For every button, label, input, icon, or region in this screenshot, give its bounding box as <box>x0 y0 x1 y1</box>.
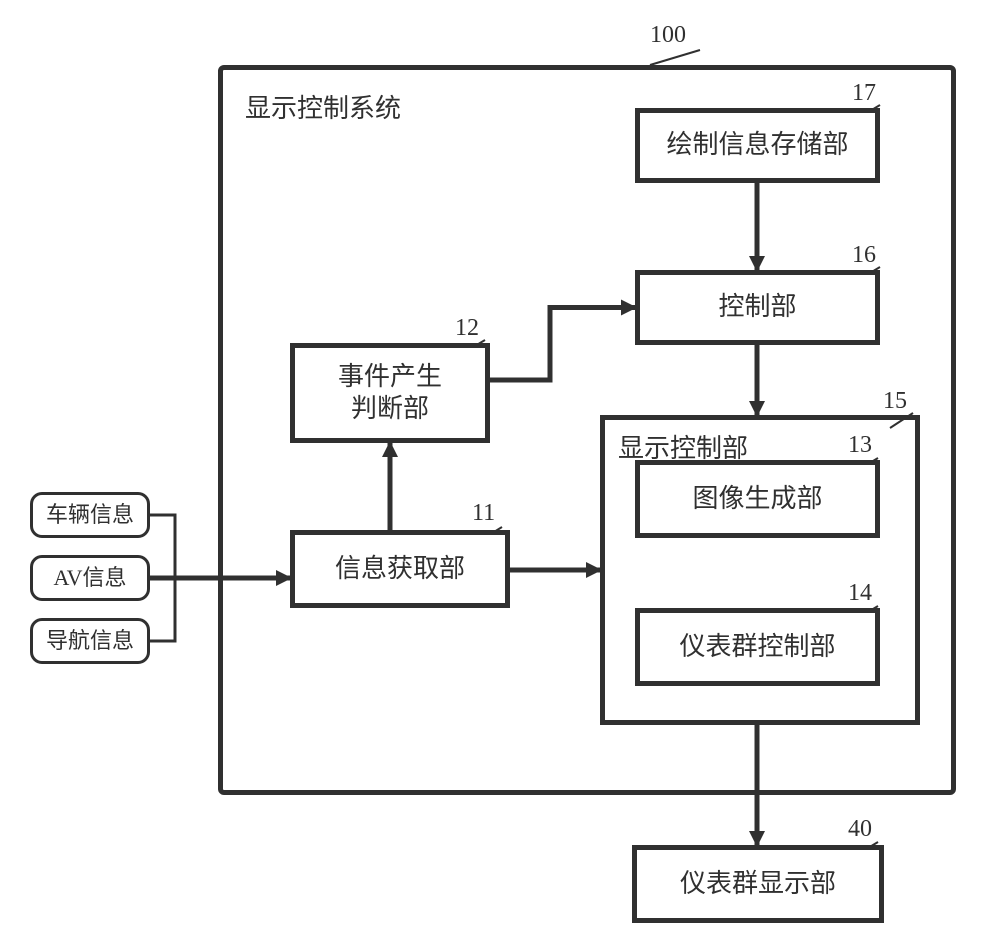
ref-17: 17 <box>852 80 876 107</box>
ref-16: 16 <box>852 242 876 269</box>
ref-15: 15 <box>883 388 907 415</box>
node-17-label: 绘制信息存储部 <box>666 129 848 162</box>
ref-14: 14 <box>848 580 872 607</box>
input-2-label: AV信息 <box>54 564 127 592</box>
node-17-drawing-info-storage: 绘制信息存储部 <box>635 108 880 183</box>
node-40-instrument-cluster-display: 仪表群显示部 <box>632 845 884 923</box>
input-nav-info: 导航信息 <box>30 618 150 664</box>
input-3-label: 导航信息 <box>46 627 134 655</box>
node-13-image-generation: 图像生成部 <box>635 460 880 538</box>
node-11-info-acquisition: 信息获取部 <box>290 530 510 608</box>
ref-40: 40 <box>848 816 872 843</box>
input-vehicle-info: 车辆信息 <box>30 492 150 538</box>
ref-11: 11 <box>472 500 495 527</box>
input-1-label: 车辆信息 <box>46 501 134 529</box>
node-16-label: 控制部 <box>718 291 796 324</box>
node-12-event-judgment: 事件产生 判断部 <box>290 343 490 443</box>
diagram-canvas: 显示控制系统 100 绘制信息存储部 17 控制部 16 事件产生 判断部 12… <box>0 0 1000 941</box>
node-11-label: 信息获取部 <box>335 553 465 586</box>
node-14-label: 仪表群控制部 <box>679 631 835 664</box>
node-13-label: 图像生成部 <box>692 483 822 516</box>
node-12-label: 事件产生 判断部 <box>338 361 442 426</box>
ref-12: 12 <box>455 315 479 342</box>
node-16-control-unit: 控制部 <box>635 270 880 345</box>
input-av-info: AV信息 <box>30 555 150 601</box>
node-40-label: 仪表群显示部 <box>680 868 836 901</box>
ref-100: 100 <box>650 22 686 49</box>
node-14-instrument-cluster-control: 仪表群控制部 <box>635 608 880 686</box>
system-title: 显示控制系统 <box>245 88 401 125</box>
ref-13: 13 <box>848 432 872 459</box>
